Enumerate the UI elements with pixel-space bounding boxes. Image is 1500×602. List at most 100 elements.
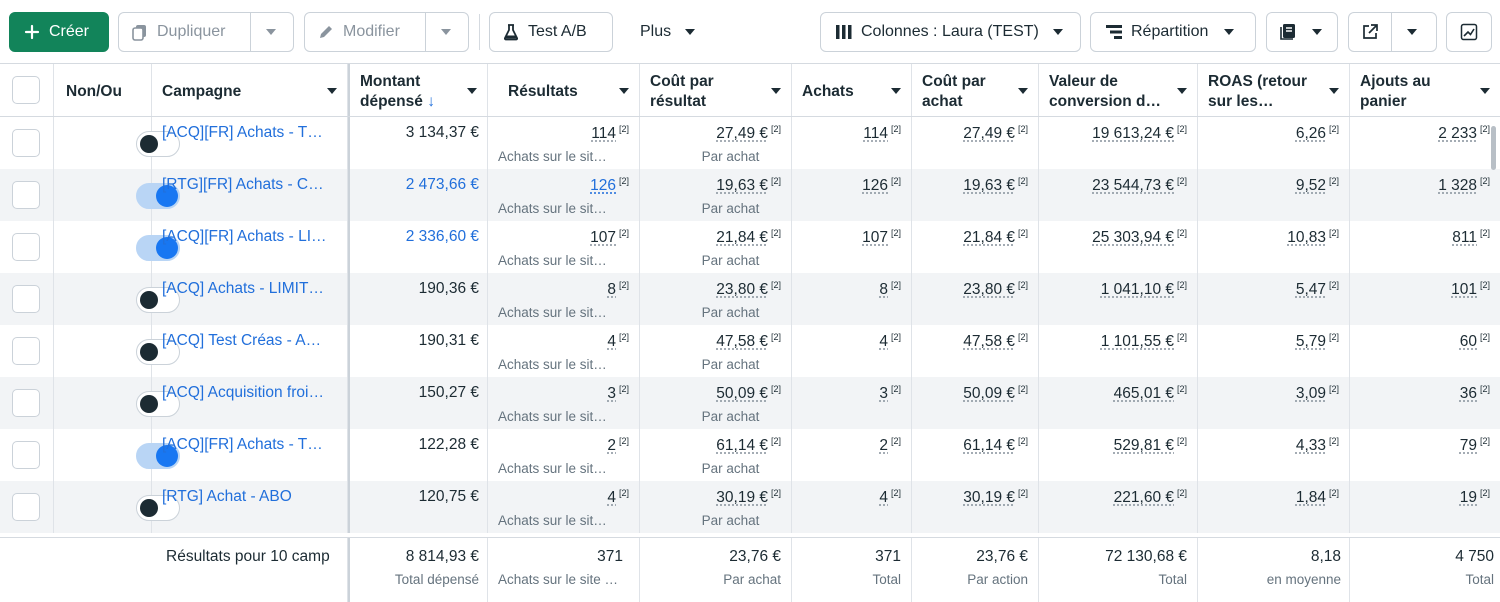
columns-button[interactable]: Colonnes : Laura (TEST): [820, 12, 1081, 52]
roas-value[interactable]: 9,52: [1295, 177, 1326, 194]
cpr-value[interactable]: 61,14 €: [716, 437, 768, 454]
cpr-value[interactable]: 50,09 €: [716, 385, 768, 402]
duplicate-dropdown[interactable]: [251, 13, 291, 51]
row-checkbox[interactable]: [12, 389, 40, 417]
spent-value[interactable]: 2 336,60 €: [405, 228, 479, 245]
cpr-value[interactable]: 21,84 €: [716, 229, 768, 246]
conv-value[interactable]: 465,01 €: [1113, 385, 1174, 402]
table-row[interactable]: [ACQ][FR] Achats - T… 122,28 €2 [2] Achats …: [0, 429, 1500, 481]
abtest-button[interactable]: Test A/B: [489, 12, 613, 52]
conv-value[interactable]: 1 101,55 €: [1100, 333, 1174, 350]
header-roas[interactable]: ROAS (retour sur les…: [1198, 64, 1350, 116]
conv-value[interactable]: 529,81 €: [1113, 437, 1174, 454]
campaign-toggle[interactable]: [136, 183, 180, 209]
cpp-value[interactable]: 61,14 €: [963, 437, 1015, 454]
campaign-toggle[interactable]: [136, 391, 180, 417]
conv-value[interactable]: 25 303,94 €: [1092, 229, 1174, 246]
reports-button[interactable]: [1266, 12, 1338, 52]
results-value[interactable]: 2: [607, 437, 616, 454]
cpp-value[interactable]: 30,19 €: [963, 489, 1015, 506]
results-value[interactable]: 126: [590, 177, 616, 194]
breakdown-button[interactable]: Répartition: [1090, 12, 1256, 52]
campaign-name-link[interactable]: [RTG][FR] Achats - C…: [152, 169, 348, 221]
cpr-value[interactable]: 23,80 €: [716, 281, 768, 298]
roas-value[interactable]: 5,79: [1295, 333, 1326, 350]
campaign-name-link[interactable]: [ACQ][FR] Achats - T…: [152, 429, 348, 481]
edit-button[interactable]: Modifier: [305, 13, 425, 51]
duplicate-button[interactable]: Dupliquer: [119, 13, 250, 51]
purchases-value[interactable]: 2: [879, 437, 888, 454]
chart-button[interactable]: [1446, 12, 1492, 52]
header-results[interactable]: Résultats: [488, 64, 640, 116]
header-purchases[interactable]: Achats: [792, 64, 912, 116]
row-checkbox[interactable]: [12, 337, 40, 365]
campaign-name-link[interactable]: [ACQ] Acquisition froi…: [152, 377, 348, 429]
campaign-toggle[interactable]: [136, 235, 180, 261]
conv-value[interactable]: 221,60 €: [1113, 489, 1174, 506]
campaign-name-link[interactable]: [ACQ][FR] Achats - LI…: [152, 221, 348, 273]
more-button[interactable]: Plus: [640, 12, 696, 52]
results-value[interactable]: 4: [607, 489, 616, 506]
purchases-value[interactable]: 8: [879, 281, 888, 298]
campaign-name-link[interactable]: [ACQ] Achats - LIMIT…: [152, 273, 348, 325]
table-row[interactable]: [RTG] Achat - ABO 120,75 €4 [2] Achats sur …: [0, 481, 1500, 533]
table-row[interactable]: [ACQ][FR] Achats - LI… 2 336,60 €107 [2] Ac…: [0, 221, 1500, 273]
cpp-value[interactable]: 23,80 €: [963, 281, 1015, 298]
purchases-value[interactable]: 3: [879, 385, 888, 402]
campaign-toggle[interactable]: [136, 443, 180, 469]
header-cost-per-result[interactable]: Coût par résultat: [640, 64, 792, 116]
header-toggle[interactable]: Non/Ou: [54, 64, 152, 116]
cpp-value[interactable]: 19,63 €: [963, 177, 1015, 194]
atc-value[interactable]: 1 328: [1438, 177, 1477, 194]
roas-value[interactable]: 10,83: [1287, 229, 1326, 246]
cpr-value[interactable]: 30,19 €: [716, 489, 768, 506]
export-dropdown[interactable]: [1392, 13, 1432, 51]
row-checkbox[interactable]: [12, 441, 40, 469]
atc-value[interactable]: 2 233: [1438, 125, 1477, 142]
results-value[interactable]: 4: [607, 333, 616, 350]
conv-value[interactable]: 23 544,73 €: [1092, 177, 1174, 194]
cpr-value[interactable]: 19,63 €: [716, 177, 768, 194]
roas-value[interactable]: 5,47: [1295, 281, 1326, 298]
vertical-scrollbar[interactable]: [1491, 126, 1496, 170]
results-value[interactable]: 114: [591, 125, 616, 142]
results-value[interactable]: 3: [607, 385, 616, 402]
atc-value[interactable]: 811: [1452, 229, 1477, 246]
row-checkbox[interactable]: [12, 493, 40, 521]
header-cost-per-purchase[interactable]: Coût par achat: [912, 64, 1039, 116]
purchases-value[interactable]: 4: [879, 333, 888, 350]
campaign-toggle[interactable]: [136, 287, 180, 313]
table-row[interactable]: [ACQ] Test Créas - A… 190,31 €4 [2] Achats …: [0, 325, 1500, 377]
edit-dropdown[interactable]: [426, 13, 466, 51]
campaign-name-link[interactable]: [ACQ][FR] Achats - T…: [152, 117, 348, 169]
atc-value[interactable]: 101: [1451, 281, 1477, 298]
results-value[interactable]: 107: [590, 229, 616, 246]
atc-value[interactable]: 19: [1459, 489, 1477, 506]
purchases-value[interactable]: 126: [862, 177, 888, 194]
header-spent[interactable]: Montant dépensé ↓: [348, 64, 488, 116]
atc-value[interactable]: 36: [1459, 385, 1477, 402]
campaign-toggle[interactable]: [136, 495, 180, 521]
header-conversion-value[interactable]: Valeur de conversion d…: [1039, 64, 1198, 116]
table-row[interactable]: [RTG][FR] Achats - C… 2 473,66 €126 [2] Ach…: [0, 169, 1500, 221]
campaign-toggle[interactable]: [136, 339, 180, 365]
table-row[interactable]: [ACQ][FR] Achats - T… 3 134,37 €114 [2] Ach…: [0, 117, 1500, 169]
table-row[interactable]: [ACQ] Achats - LIMIT… 190,36 €8 [2] Achats …: [0, 273, 1500, 325]
row-checkbox[interactable]: [12, 129, 40, 157]
spent-value[interactable]: 2 473,66 €: [405, 176, 479, 193]
purchases-value[interactable]: 114: [863, 125, 888, 142]
header-campaign[interactable]: Campagne: [152, 64, 348, 116]
roas-value[interactable]: 6,26: [1295, 125, 1326, 142]
roas-value[interactable]: 3,09: [1295, 385, 1326, 402]
conv-value[interactable]: 1 041,10 €: [1100, 281, 1174, 298]
purchases-value[interactable]: 4: [879, 489, 888, 506]
table-row[interactable]: [ACQ] Acquisition froi… 150,27 €3 [2] Achat…: [0, 377, 1500, 429]
cpp-value[interactable]: 27,49 €: [963, 125, 1015, 142]
campaign-name-link[interactable]: [RTG] Achat - ABO: [152, 481, 348, 533]
roas-value[interactable]: 1,84: [1295, 489, 1326, 506]
roas-value[interactable]: 4,33: [1295, 437, 1326, 454]
cpr-value[interactable]: 27,49 €: [716, 125, 768, 142]
campaign-toggle[interactable]: [136, 131, 180, 157]
atc-value[interactable]: 79: [1459, 437, 1477, 454]
cpr-value[interactable]: 47,58 €: [716, 333, 768, 350]
